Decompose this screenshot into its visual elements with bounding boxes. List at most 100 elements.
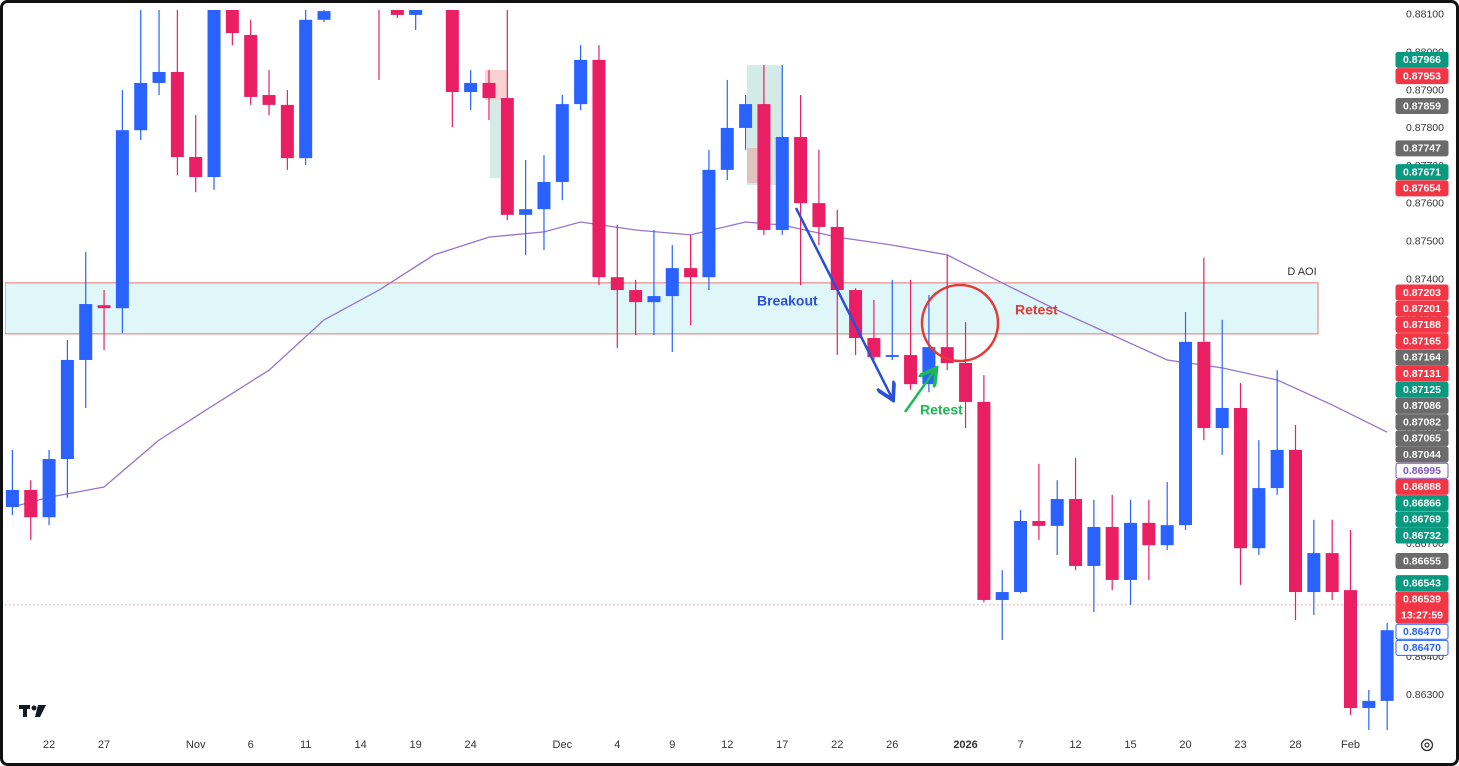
x-tick-label: 22: [43, 739, 55, 751]
x-tick-label: 7: [1017, 739, 1023, 751]
candle-body: [537, 181, 551, 210]
price-badge: [1395, 575, 1449, 592]
candle-body: [830, 226, 844, 291]
price-badge-label: 0.86888: [1403, 481, 1441, 493]
x-tick-label: 12: [1069, 739, 1081, 751]
candle-body: [60, 359, 74, 459]
x-tick-label: 9: [669, 739, 675, 751]
x-tick-label: 14: [355, 739, 367, 751]
candle-body: [152, 71, 166, 83]
candle-body: [1307, 553, 1321, 593]
zone-label: D AOI: [1287, 266, 1316, 278]
price-badge: [1395, 349, 1449, 366]
y-tick-label: 0.87400: [1406, 273, 1444, 285]
candle-body: [225, 10, 239, 34]
candle-body: [1270, 449, 1284, 489]
price-badge-label: 0.86995: [1403, 465, 1441, 477]
candle-body: [849, 290, 863, 339]
price-badge: [1395, 462, 1449, 479]
price-badge: [1395, 623, 1449, 640]
x-tick-label: 6: [248, 739, 254, 751]
candle-body: [244, 34, 258, 97]
price-badge-label: 0.87966: [1403, 54, 1441, 66]
candle-body: [1343, 590, 1357, 709]
candle-body: [5, 489, 19, 507]
highlight-box: [490, 100, 500, 178]
candle-body: [299, 19, 313, 159]
x-tick-label: 2026: [953, 739, 977, 751]
settings-icon[interactable]: [1420, 738, 1434, 752]
candle-body: [519, 209, 533, 215]
x-tick-label: 24: [465, 739, 477, 751]
candle-body: [1014, 520, 1028, 593]
x-tick-label: 27: [98, 739, 110, 751]
price-badge-label: 0.87082: [1403, 416, 1441, 428]
price-badge: [1395, 397, 1449, 414]
candle-body: [684, 268, 698, 278]
price-badge: [1395, 97, 1449, 114]
price-badge: [1395, 284, 1449, 301]
retest-circle: [920, 283, 1000, 363]
candle-body: [1234, 407, 1248, 549]
candle-body: [775, 136, 789, 230]
price-badge-label: 0.87086: [1403, 400, 1441, 412]
annotation: Breakout: [757, 293, 818, 309]
candle-body: [1105, 527, 1119, 580]
price-badge-label: 0.86470: [1403, 626, 1441, 638]
x-tick-label: 15: [1124, 739, 1136, 751]
x-tick-label: 23: [1234, 739, 1246, 751]
price-badge: [1395, 478, 1449, 495]
candle-body: [702, 169, 716, 278]
candle-body: [757, 104, 771, 230]
price-badge: [1395, 511, 1449, 528]
logo: [19, 705, 46, 717]
x-tick-label: 28: [1289, 739, 1301, 751]
y-tick-label: 0.87600: [1406, 198, 1444, 210]
price-badge-label: 0.87165: [1403, 335, 1441, 347]
candle-body: [170, 71, 184, 158]
price-badge-label: 0.87747: [1403, 143, 1441, 155]
candle-body: [629, 290, 643, 303]
candle-body: [720, 127, 734, 170]
candle-body: [1142, 522, 1156, 546]
candle-body: [647, 296, 661, 303]
candle-body: [739, 104, 753, 128]
candle-body: [794, 136, 808, 204]
candle-body: [812, 203, 826, 227]
x-tick-label: Nov: [186, 739, 206, 751]
candle-body: [1160, 525, 1174, 546]
price-badge-label: 0.86543: [1403, 577, 1441, 589]
price-badge: [1395, 51, 1449, 68]
candle-body: [959, 362, 973, 402]
price-badge-label: 0.87125: [1403, 384, 1441, 396]
candle-body: [592, 59, 606, 278]
price-badge: [1395, 495, 1449, 512]
candle-body: [317, 11, 331, 20]
y-tick-label: 0.88100: [1406, 9, 1444, 21]
candle-body: [464, 82, 478, 93]
price-badge: [1395, 365, 1449, 382]
candle-body: [885, 355, 899, 357]
x-tick-label: 26: [886, 739, 898, 751]
candle-body: [24, 489, 38, 518]
price-badge: [1395, 381, 1449, 398]
candle-body: [79, 304, 93, 360]
price-badge: [1395, 68, 1449, 85]
candle-body: [574, 59, 588, 105]
price-badge: [1395, 414, 1449, 431]
y-tick-label: 0.87900: [1406, 84, 1444, 96]
candle-body: [1069, 499, 1083, 566]
x-tick-label: Dec: [553, 739, 573, 751]
candle-body: [42, 458, 56, 518]
candle-body: [445, 10, 459, 93]
candle-body: [262, 95, 276, 105]
price-badge: [1395, 591, 1449, 624]
price-badge: [1395, 316, 1449, 333]
price-badge-label: 0.86769: [1403, 514, 1441, 526]
x-tick-label: 20: [1179, 739, 1191, 751]
candle-body: [1124, 522, 1138, 580]
price-badge-label: 0.87131: [1403, 368, 1441, 380]
candle-body: [904, 355, 918, 385]
price-badge-label: 0.87859: [1403, 100, 1441, 112]
price-badge: [1395, 333, 1449, 350]
